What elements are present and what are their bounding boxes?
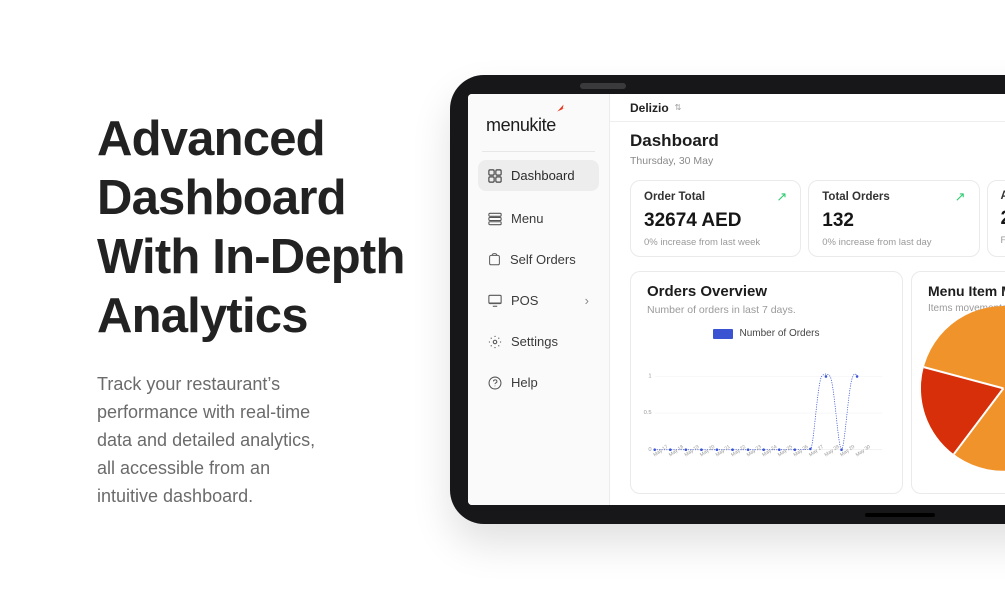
svg-text:1: 1 bbox=[648, 374, 651, 380]
svg-text:May 30: May 30 bbox=[855, 444, 872, 458]
svg-text:May 22: May 22 bbox=[730, 444, 747, 458]
svg-text:May 19: May 19 bbox=[684, 444, 701, 458]
svg-text:May 29: May 29 bbox=[839, 444, 856, 458]
svg-text:May 25: May 25 bbox=[777, 444, 794, 458]
svg-text:May 18: May 18 bbox=[668, 444, 685, 458]
svg-text:May 21: May 21 bbox=[715, 444, 732, 458]
svg-text:May 28: May 28 bbox=[824, 444, 841, 458]
svg-text:May 26: May 26 bbox=[793, 444, 810, 458]
svg-text:May 23: May 23 bbox=[746, 444, 763, 458]
svg-text:May 20: May 20 bbox=[699, 444, 716, 458]
svg-text:May 17: May 17 bbox=[652, 444, 669, 458]
svg-text:May 27: May 27 bbox=[808, 444, 825, 458]
svg-text:May 24: May 24 bbox=[761, 444, 778, 458]
svg-text:0: 0 bbox=[648, 447, 651, 453]
svg-text:0.5: 0.5 bbox=[644, 410, 652, 416]
